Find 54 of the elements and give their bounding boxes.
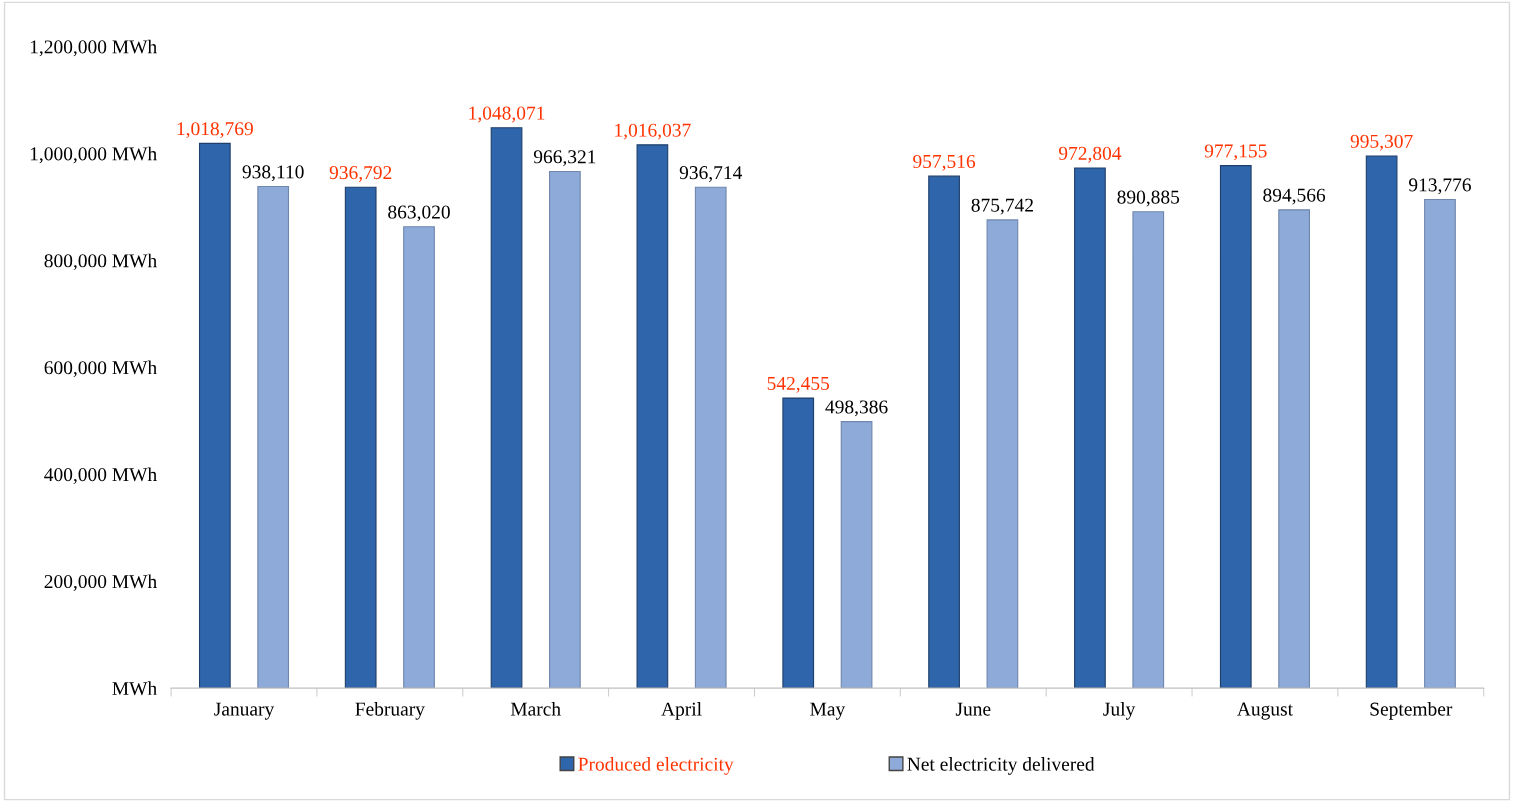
bar xyxy=(840,421,873,689)
bar xyxy=(1278,209,1310,689)
bar xyxy=(1424,198,1456,689)
data-label: 972,804 xyxy=(1058,146,1122,163)
x-tick-label: July xyxy=(1103,702,1136,720)
data-label: 498,386 xyxy=(825,400,888,417)
data-label: 875,742 xyxy=(971,198,1033,215)
bar xyxy=(403,226,435,689)
data-label: 957,516 xyxy=(913,154,976,171)
data-label: 894,566 xyxy=(1263,188,1326,205)
bar xyxy=(257,185,290,689)
x-tick-label: September xyxy=(1370,702,1453,720)
x-tick-label: March xyxy=(510,702,561,716)
data-label: 913,776 xyxy=(1408,178,1471,195)
data-label: 1,018,769 xyxy=(177,122,253,139)
bar xyxy=(986,219,1019,689)
bar xyxy=(549,170,581,689)
bar xyxy=(1219,165,1252,689)
bar xyxy=(694,186,727,689)
data-label: 936,792 xyxy=(329,166,392,182)
data-label: 863,020 xyxy=(388,205,450,222)
x-tick-label: June xyxy=(955,702,991,716)
data-label: 938,110 xyxy=(242,165,304,182)
bar xyxy=(928,175,960,689)
data-label: 1,048,071 xyxy=(469,106,545,123)
data-label: 966,321 xyxy=(533,150,596,167)
x-tick-label: January xyxy=(214,702,275,720)
data-label: 977,155 xyxy=(1204,144,1267,161)
y-tick-label: MWh xyxy=(112,681,157,696)
legend-label: Produced electricity xyxy=(578,757,734,775)
bar xyxy=(1365,155,1398,689)
data-label: 1,016,037 xyxy=(615,123,691,140)
y-tick-label: 400,000 MWh xyxy=(44,467,157,484)
bar xyxy=(1132,211,1165,689)
y-tick-label: 800,000 MWh xyxy=(44,253,157,271)
data-label: 890,885 xyxy=(1117,190,1180,207)
y-tick-label: 200,000 MWh xyxy=(44,574,157,591)
x-tick-label: August xyxy=(1237,702,1293,720)
legend-label: Net electricity delivered xyxy=(907,757,1095,775)
data-label: 542,455 xyxy=(767,376,830,393)
bar xyxy=(490,127,523,689)
x-tick-label: May xyxy=(810,702,846,720)
y-tick-label: 1,000,000 MWh xyxy=(30,146,157,164)
bar xyxy=(782,397,815,689)
x-tick-label: April xyxy=(661,702,702,720)
bar xyxy=(344,186,377,689)
y-tick-label: 1,200,000 MWh xyxy=(30,39,157,57)
data-label: 936,714 xyxy=(679,166,743,182)
x-tick-label: February xyxy=(355,702,425,720)
data-label: 995,307 xyxy=(1350,134,1413,151)
y-tick-label: 600,000 MWh xyxy=(44,360,157,378)
bar xyxy=(198,142,231,689)
bar xyxy=(1074,167,1106,689)
bar xyxy=(636,144,669,689)
